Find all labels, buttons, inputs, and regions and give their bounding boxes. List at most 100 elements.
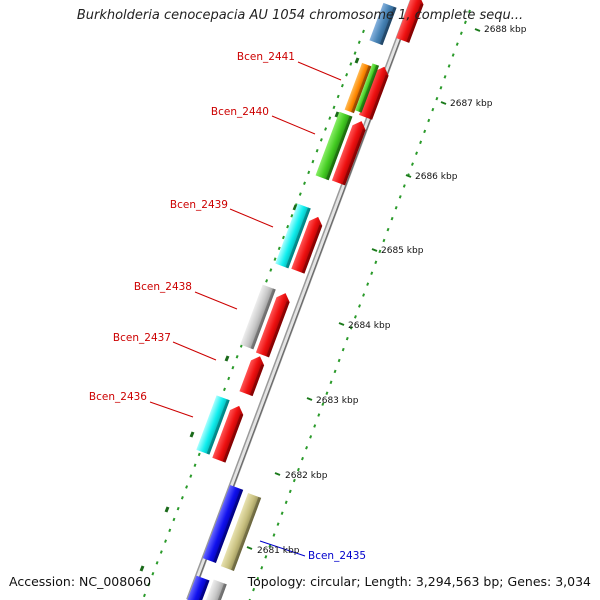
accession-text: Accession: NC_008060 <box>9 574 152 589</box>
ruler-dot <box>370 271 374 275</box>
ruler-dot <box>185 485 189 489</box>
ruler-dot <box>313 424 317 428</box>
ruler-dot <box>362 293 366 297</box>
ruler-dot <box>290 214 294 218</box>
ruler-dot <box>451 53 455 57</box>
gene-red-2437[interactable] <box>239 354 266 397</box>
ruler-label-2685: 2685 kbp <box>381 246 424 256</box>
gene-label-bcen-2438[interactable]: Bcen_2438 <box>134 281 192 293</box>
ruler-tick-inner <box>354 57 360 64</box>
gene-labels: Bcen_2441 Bcen_2440 Bcen_2439 Bcen_2438 … <box>89 51 366 562</box>
ruler-dot <box>332 105 336 110</box>
ruler-dot <box>333 369 337 374</box>
ruler-dot <box>362 29 365 34</box>
ruler-dot <box>382 238 386 243</box>
ruler-dot <box>264 555 268 559</box>
gene-gray-2438[interactable] <box>240 284 276 350</box>
ruler-dot <box>366 282 370 286</box>
gene-green-2441[interactable] <box>354 63 380 113</box>
gene-orange-2441[interactable] <box>344 62 372 114</box>
gene-blue-bottom[interactable] <box>184 575 210 600</box>
ruler-dot <box>159 550 163 554</box>
ruler-dot <box>189 474 193 478</box>
ruler-dot <box>328 116 332 120</box>
ruler-dot <box>269 268 273 272</box>
ruler-dot <box>321 402 325 406</box>
gene-red-2441[interactable] <box>358 64 391 120</box>
ruler-ticks <box>139 28 481 572</box>
ruler-dot <box>286 224 290 229</box>
ruler-dot <box>336 94 340 99</box>
gene-label-bcen-2439[interactable]: Bcen_2439 <box>170 199 228 211</box>
topology-text: Topology: circular; <box>247 574 361 589</box>
ruler-dot <box>298 192 302 196</box>
gene-steel-top[interactable] <box>369 2 397 46</box>
gene-cyan-2436[interactable] <box>196 395 230 455</box>
ruler-dot <box>301 456 304 461</box>
ruler-dot <box>311 159 315 164</box>
ruler-tick-inner <box>189 431 195 438</box>
gene-khaki-2435[interactable] <box>220 493 262 571</box>
ruler-dot <box>423 129 427 134</box>
ruler-dot <box>468 9 471 14</box>
ruler-tick <box>306 397 313 401</box>
ruler-dot <box>223 387 226 392</box>
ruler-tick-inner <box>334 111 340 118</box>
gene-red-2440[interactable] <box>331 119 368 186</box>
ruler-dot <box>273 257 277 261</box>
gene-blue-2435[interactable] <box>202 485 244 563</box>
ruler-dot <box>164 539 167 543</box>
gene-label-bcen-2435[interactable]: Bcen_2435 <box>308 550 366 562</box>
ruler-label-2684: 2684 kbp <box>348 321 391 331</box>
ruler-tick <box>246 546 253 550</box>
ruler-dot <box>268 544 272 548</box>
ruler-label-2681: 2681 kbp <box>257 546 300 556</box>
ruler-dot <box>324 127 328 131</box>
ruler-dot <box>168 528 172 533</box>
ruler-dot <box>235 355 239 359</box>
gene-features <box>184 0 426 600</box>
ruler-dot <box>315 148 319 153</box>
ruler-label-2687: 2687 kbp <box>450 99 493 109</box>
ruler-dot <box>390 216 394 221</box>
gene-gray-bottom[interactable] <box>203 579 227 600</box>
gene-red-2439[interactable] <box>291 214 324 274</box>
ruler-dot <box>459 31 463 35</box>
ruler-dot <box>231 365 235 370</box>
ruler-dot <box>358 304 361 308</box>
gene-label-bcen-2440[interactable]: Bcen_2440 <box>211 106 269 118</box>
gene-red-2438[interactable] <box>255 291 292 358</box>
ruler-dot <box>439 86 443 90</box>
ruler-dot <box>180 496 184 500</box>
gene-red-2436[interactable] <box>212 403 245 463</box>
ruler-dot <box>227 376 231 381</box>
ruler-dot <box>386 227 390 232</box>
gene-label-bcen-2441[interactable]: Bcen_2441 <box>237 51 295 63</box>
ruler-dot <box>378 249 382 254</box>
gene-label-leaders <box>149 61 342 557</box>
ruler-tick <box>371 248 378 252</box>
ruler-tick <box>474 28 481 32</box>
gene-red-top[interactable] <box>396 0 426 43</box>
genes-count-text: Genes: 3,034 <box>507 574 591 589</box>
ruler-dot <box>151 571 155 576</box>
gene-label-bcen-2437[interactable]: Bcen_2437 <box>113 332 171 344</box>
ruler-dot <box>305 446 309 450</box>
ruler-dot <box>357 40 361 45</box>
gene-cyan-2439[interactable] <box>275 203 311 269</box>
gene-green-2440[interactable] <box>315 111 353 181</box>
ruler-dot <box>463 20 467 25</box>
gene-label-bcen-2436[interactable]: Bcen_2436 <box>89 391 147 403</box>
ruler-dot <box>288 489 292 494</box>
ruler-dot <box>147 582 151 587</box>
ruler-dot <box>155 561 159 565</box>
ruler-dot <box>398 195 402 199</box>
ruler-dot <box>172 517 176 522</box>
ruler-dot <box>317 413 321 417</box>
ruler-dot <box>329 380 333 385</box>
map-title: Burkholderia cenocepacia AU 1054 chromos… <box>76 8 524 23</box>
ruler-tick <box>440 101 447 105</box>
ruler-dot <box>455 42 459 46</box>
ruler-labels: 2688 kbp 2687 kbp 2686 kbp 2685 kbp 2684… <box>257 25 527 556</box>
ruler-dot <box>309 435 313 439</box>
